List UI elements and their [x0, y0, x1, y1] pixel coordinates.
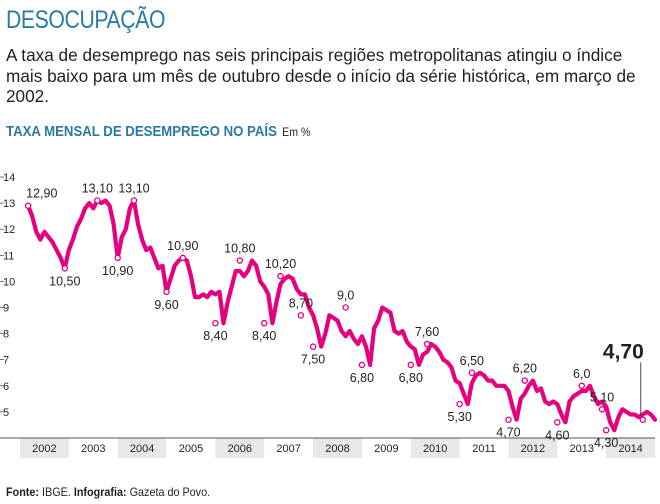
chart-unit: Em %: [282, 125, 311, 139]
year-band: [215, 438, 265, 458]
credit-label: Infografia:: [73, 485, 127, 499]
credit-text: Gazeta do Povo.: [129, 485, 211, 499]
data-label: 7,50: [301, 353, 325, 367]
data-point-marker: [277, 272, 284, 280]
chart-subhead: TAXA MENSAL DE DESEMPREGO NO PAÍS Em %: [6, 123, 310, 141]
x-tick-label: 2002: [32, 443, 56, 455]
data-point-marker: [505, 416, 512, 423]
data-label: 4,30: [594, 436, 618, 450]
data-point-marker: [358, 361, 366, 369]
data-label: 6,80: [399, 371, 423, 385]
data-point-marker: [24, 202, 32, 209]
data-point-marker: [212, 319, 219, 327]
data-label: 4,70: [496, 426, 520, 440]
series-line-taxa-de-desemprego: [26, 198, 658, 433]
x-tick-label: 2013: [569, 443, 593, 455]
chart-title: TAXA MENSAL DE DESEMPREGO NO PAÍS: [6, 123, 277, 140]
y-tick-label: 7: [3, 355, 9, 367]
data-point-marker: [578, 382, 585, 390]
data-label: 6,80: [350, 371, 374, 385]
data-label: 7,60: [415, 325, 439, 339]
data-point-marker: [456, 400, 463, 408]
data-point-marker: [598, 406, 606, 413]
data-point-marker: [260, 319, 268, 327]
y-tick-label: 11: [3, 250, 14, 262]
data-point-marker: [342, 304, 349, 311]
x-tick-label: 2007: [276, 443, 300, 455]
data-label: 8,40: [252, 329, 276, 343]
data-point-marker: [94, 197, 101, 204]
data-point-marker: [407, 361, 415, 369]
year-band: [606, 438, 655, 458]
y-tick-label: 5: [3, 407, 9, 419]
y-tick-label: 6: [3, 381, 9, 393]
y-tick-label: 13: [3, 198, 15, 210]
year-band: [20, 438, 69, 458]
unemployment-line-chart: 2002 2003 2004 2005 2006 2007 2008 2009 2010 2011…: [0, 172, 658, 458]
x-tick-label: 2010: [423, 443, 447, 455]
data-point-marker: [61, 265, 69, 272]
source-credit: Fonte: IBGE. Infografia: Gazeta do Povo.: [6, 485, 210, 499]
data-point-marker: [179, 254, 187, 262]
data-point-marker: [130, 197, 138, 204]
data-point-marker: [468, 369, 476, 376]
lead-paragraph: A taxa de desemprego nas seis principais…: [6, 45, 636, 106]
data-label: 4,60: [545, 428, 569, 442]
data-point-marker: [114, 254, 121, 262]
data-label: 6,0: [573, 367, 590, 381]
x-tick-label: 2006: [228, 443, 252, 455]
x-tick-label: 2004: [130, 443, 154, 455]
data-label: 6,50: [460, 354, 484, 368]
data-point-marker: [639, 416, 647, 423]
data-point-marker: [602, 426, 610, 434]
data-label: 9,60: [154, 298, 178, 312]
data-label: 12,90: [26, 187, 57, 201]
x-tick-label: 2003: [81, 443, 105, 455]
year-band: [410, 438, 460, 458]
year-band: [313, 438, 362, 458]
source-label: Fonte:: [6, 485, 39, 499]
x-tick-label: 2014: [618, 443, 642, 455]
data-label: 5,10: [590, 390, 614, 404]
x-tick-label: 2009: [374, 443, 398, 455]
data-point-marker: [163, 288, 170, 296]
x-tick-label: 2012: [521, 443, 545, 455]
headline: DESOCUPAÇÃO: [6, 6, 166, 34]
source-text: IBGE.: [42, 485, 71, 499]
y-tick-label: 10: [3, 276, 15, 288]
x-tick-label: 2008: [325, 443, 349, 455]
data-point-marker: [309, 343, 317, 350]
data-label: 4,70: [603, 340, 644, 363]
year-band: [117, 438, 167, 458]
y-tick-label: 12: [3, 224, 15, 236]
y-tick-label: 8: [3, 329, 9, 341]
data-label: 8,70: [289, 296, 313, 310]
x-tick-label: 2005: [179, 443, 203, 455]
y-tick-label: 9: [3, 303, 9, 315]
data-point-marker: [554, 419, 561, 426]
data-label: 10,20: [265, 257, 296, 271]
year-band: [508, 438, 558, 458]
data-point-marker: [423, 340, 431, 348]
x-tick-label: 2011: [472, 443, 496, 455]
data-label: 10,90: [167, 239, 198, 253]
data-label: 5,30: [447, 410, 471, 424]
data-point-marker: [236, 257, 244, 264]
data-label: 10,90: [102, 264, 133, 278]
data-label: 10,80: [224, 242, 255, 256]
y-tick-label: 14: [3, 172, 15, 184]
data-label: 10,50: [49, 274, 80, 288]
data-label: 6,20: [513, 362, 537, 376]
data-label: 13,10: [118, 181, 149, 195]
data-point-marker: [297, 312, 305, 319]
data-label: 9,0: [337, 289, 354, 303]
data-point-marker: [521, 377, 528, 384]
data-label: 8,40: [203, 329, 227, 343]
data-label: 13,10: [82, 181, 113, 195]
